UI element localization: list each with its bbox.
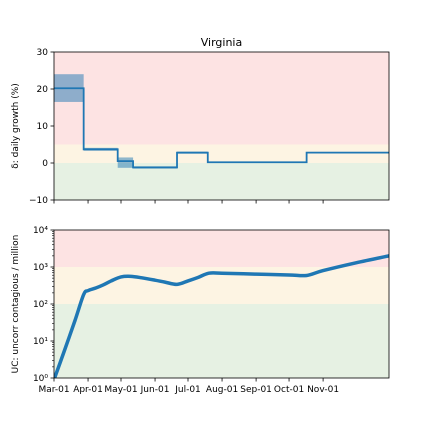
- top-x-ticks: [53, 200, 324, 204]
- bottom-y-tick-label: 10⁰: [33, 374, 48, 384]
- top-panel: −10 0 10 20 30 Virginia δ: daily growth (%): [11, 36, 390, 206]
- top-y-tick-label: 20: [37, 85, 49, 95]
- top-y-ticks: −10 0 10 20 30: [29, 48, 54, 206]
- top-zones: [54, 52, 389, 200]
- bottom-y-tick-label: 10³: [33, 263, 48, 273]
- bottom-x-tick-label: May-01: [104, 385, 137, 395]
- bottom-zone-red: [54, 230, 389, 267]
- top-y-tick-label: 10: [37, 122, 49, 132]
- bottom-x-tick-label: Oct-01: [274, 385, 304, 395]
- top-zone-red: [54, 52, 389, 145]
- bottom-y-tick-label: 10²: [33, 300, 48, 310]
- bottom-x-tick-label: Mar-01: [38, 385, 69, 395]
- bottom-y-tick-label: 10¹: [33, 337, 48, 347]
- top-y-tick-label: 30: [37, 48, 49, 58]
- top-zone-yellow: [54, 144, 389, 163]
- top-y-tick-label: 0: [42, 159, 48, 169]
- bottom-x-tick-label: Jun-01: [140, 385, 170, 395]
- bottom-zone-green: [54, 304, 389, 378]
- bottom-zones: [54, 230, 389, 378]
- top-chart-title: Virginia: [201, 36, 242, 49]
- bottom-x-tick-label: Nov-01: [307, 385, 339, 395]
- top-y-tick-label: −10: [29, 196, 48, 206]
- top-step-line: [54, 87, 389, 169]
- top-band-2: [117, 157, 134, 168]
- bottom-y-tick-label: 10⁴: [33, 226, 48, 236]
- bottom-x-tick-label: Jul-01: [174, 385, 201, 395]
- bottom-x-tick-label: Apr-01: [73, 385, 103, 395]
- bottom-x-tick-label: Aug-01: [206, 385, 238, 395]
- top-y-axis-label: δ: daily growth (%): [11, 83, 21, 169]
- top-zone-green: [54, 163, 389, 200]
- bottom-panel: 10⁰ 10¹ 10² 10³ 10⁴ Mar-01 Apr-01 May-01 Jun-01…: [11, 226, 390, 395]
- bottom-x-ticks: Mar-01 Apr-01 May-01 Jun-01 Jul-01 Aug-01 Sep-…: [38, 378, 339, 395]
- bottom-y-ticks: 10⁰ 10¹ 10² 10³ 10⁴: [33, 226, 54, 384]
- top-step-path: [54, 87, 389, 169]
- bottom-y-axis-label: UC: uncorr contagious / million: [11, 235, 21, 374]
- bottom-curve-path: [54, 254, 389, 378]
- bottom-curve: [54, 254, 389, 378]
- bottom-x-tick-label: Sep-01: [240, 385, 272, 395]
